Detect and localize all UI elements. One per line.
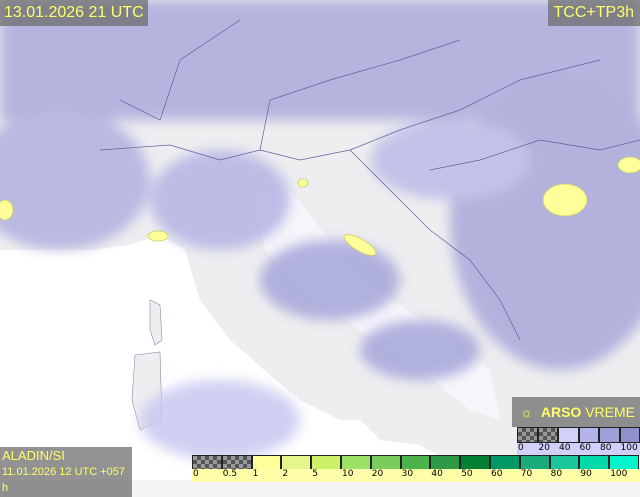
brand-light: VREME bbox=[585, 404, 635, 420]
cloud-legend-label: 40 bbox=[559, 443, 570, 453]
precip-legend-label: 20 bbox=[372, 469, 383, 479]
arso-logo: ☼ ARSO VREME bbox=[512, 397, 640, 427]
cloud-legend-swatch bbox=[517, 427, 538, 443]
precip-legend-label: 50 bbox=[461, 469, 472, 479]
cloud-legend-label: 80 bbox=[600, 443, 611, 453]
precip-legend-label: 10 bbox=[342, 469, 353, 479]
cloud-legend-label: 0 bbox=[518, 443, 524, 453]
sun-cloud-icon: ☼ bbox=[520, 404, 533, 420]
cloud-legend-label: 100 bbox=[621, 443, 638, 453]
precip-legend-label: 60 bbox=[491, 469, 502, 479]
precip-legend-label: 5 bbox=[312, 469, 318, 479]
precip-legend-label: 70 bbox=[521, 469, 532, 479]
brand-bold: ARSO bbox=[541, 404, 581, 420]
precip-legend-labels: 0 0.5 1 2 5 10 20 30 40 50 60 70 80 90 100 bbox=[192, 469, 640, 482]
model-run: 11.01.2026 12 UTC +057 h bbox=[2, 464, 130, 496]
cloud-legend-swatch bbox=[620, 427, 640, 443]
precip-legend-label: 80 bbox=[551, 469, 562, 479]
precip-legend-label: 40 bbox=[431, 469, 442, 479]
model-info: ALADIN/SI 11.01.2026 12 UTC +057 h bbox=[0, 447, 132, 497]
precip-legend-label: 30 bbox=[402, 469, 413, 479]
precip-legend-label: 1 bbox=[253, 469, 259, 479]
cloud-legend-swatch bbox=[538, 427, 559, 443]
precip-legend-label: 2 bbox=[282, 469, 288, 479]
cloud-legend-swatch bbox=[599, 427, 620, 443]
parameter-label: TCC+TP3h bbox=[548, 0, 640, 26]
model-name: ALADIN/SI bbox=[2, 448, 130, 464]
precip-legend-label: 0 bbox=[193, 469, 199, 479]
valid-time-label: 13.01.2026 21 UTC bbox=[0, 0, 148, 26]
precip-legend-label: 0.5 bbox=[223, 469, 237, 479]
precip-legend-label: 90 bbox=[580, 469, 591, 479]
cloud-legend-label: 20 bbox=[539, 443, 550, 453]
cloud-legend-label: 60 bbox=[580, 443, 591, 453]
cloud-legend-swatch bbox=[558, 427, 579, 443]
cloud-legend-swatch bbox=[579, 427, 600, 443]
cloud-legend-scale bbox=[517, 427, 640, 443]
precip-legend-label: 100 bbox=[610, 469, 627, 479]
